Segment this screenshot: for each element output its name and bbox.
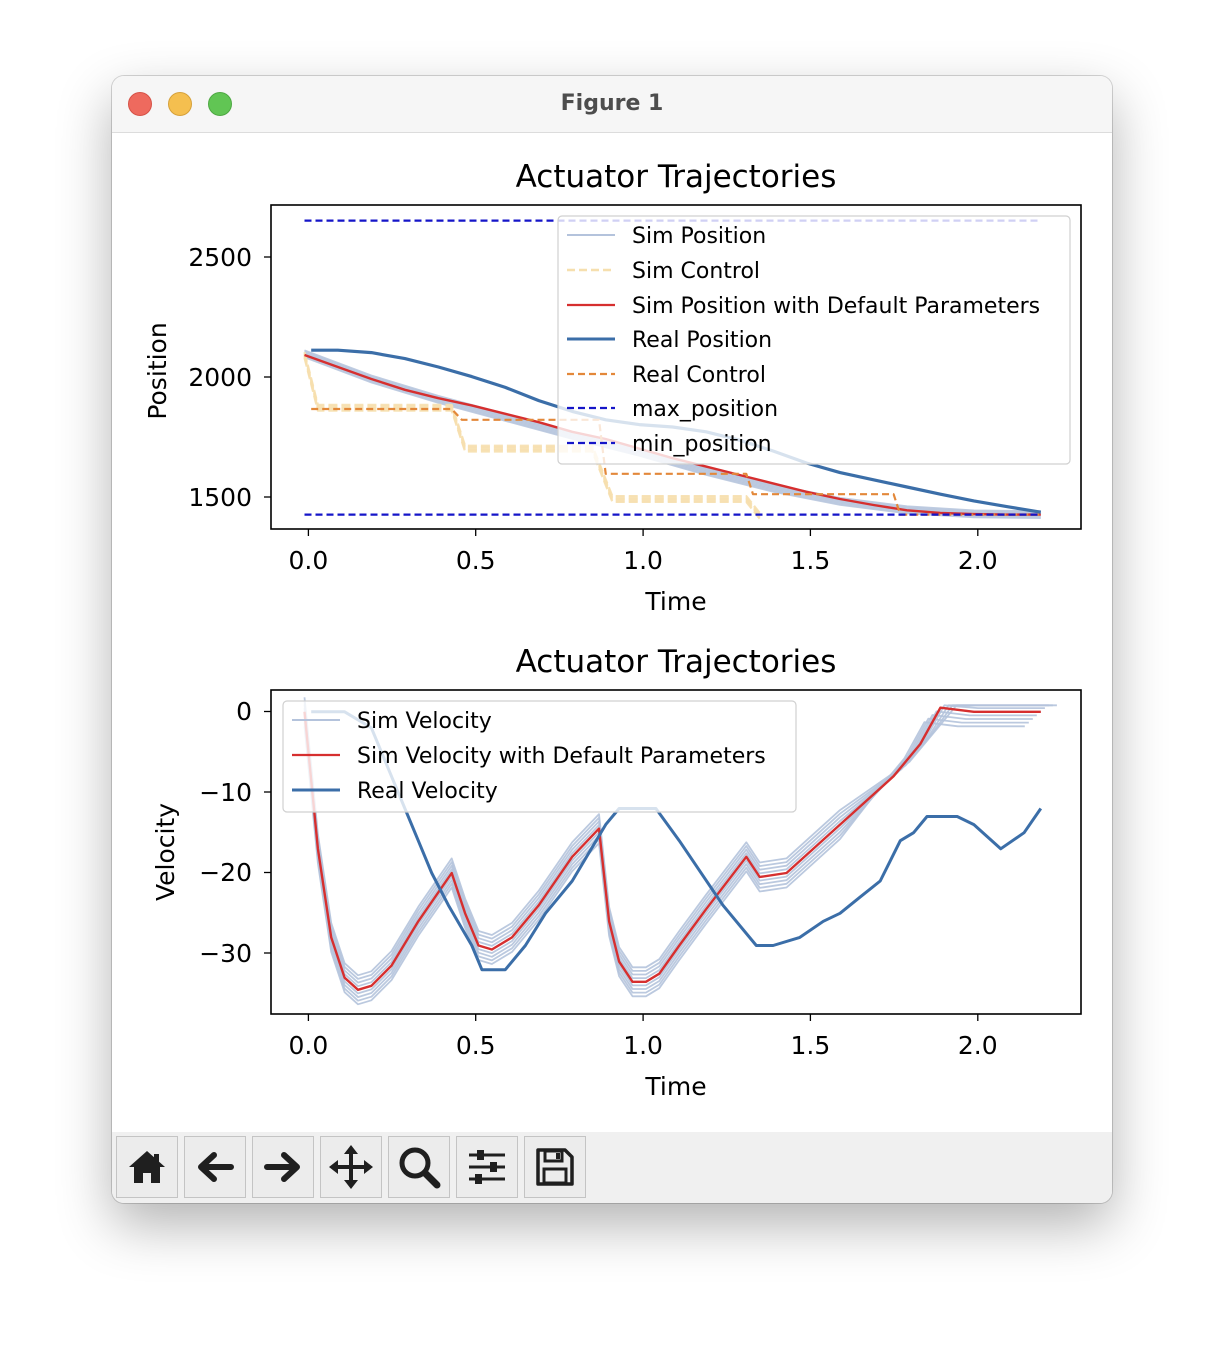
arrow-left-icon (198, 1152, 234, 1182)
move-icon (329, 1145, 373, 1189)
pan-button[interactable] (320, 1136, 382, 1198)
position-legend: Sim Position Sim Control Sim Position wi… (557, 215, 1071, 465)
sim-control-line (303, 356, 761, 518)
position-chart-title: Actuator Trajectories (516, 159, 837, 195)
real-velocity-line (311, 710, 1043, 972)
velocity-xtick-label: 1.0 (623, 1031, 663, 1060)
position-xtick-label: 0.0 (289, 546, 329, 575)
legend-label: Sim Position (632, 224, 766, 249)
position-xlabel: Time (644, 587, 706, 616)
save-button[interactable] (524, 1136, 586, 1198)
position-xtick-label: 1.5 (791, 546, 831, 575)
legend-label: Sim Position with Default Parameters (632, 294, 1040, 319)
home-button[interactable] (116, 1136, 178, 1198)
velocity-ticks: 0.0 0.5 1.0 1.5 2.0 0 −10 −20 −30 (199, 697, 997, 1060)
figure-window: Figure 1 Actuator Trajectories Position … (112, 76, 1112, 1203)
velocity-xtick-label: 0.0 (289, 1031, 329, 1060)
sim-control-line (303, 354, 761, 517)
close-button[interactable] (128, 92, 152, 116)
floppy-disk-icon (536, 1148, 574, 1186)
sim-velocity-default-line (303, 706, 1041, 991)
velocity-ytick-label: −20 (199, 858, 252, 887)
figure-svg: Actuator Trajectories Position Time 0.0 … (143, 159, 1082, 1101)
home-icon (129, 1151, 165, 1183)
arrow-right-icon (264, 1152, 300, 1182)
velocity-xlabel: Time (644, 1072, 706, 1101)
legend-label: max_position (632, 397, 778, 422)
position-ytick-label: 1500 (188, 483, 252, 512)
zoom-button[interactable] (388, 1136, 450, 1198)
legend-label: min_position (632, 432, 772, 457)
velocity-ylabel: Velocity (151, 803, 180, 901)
search-icon (399, 1147, 441, 1189)
velocity-ytick-label: −30 (199, 939, 252, 968)
position-ticks: 0.0 0.5 1.0 1.5 2.0 1500 2000 2500 (188, 243, 997, 575)
position-xtick-label: 0.5 (456, 546, 496, 575)
title-bar: Figure 1 (112, 76, 1112, 133)
velocity-ytick-label: 0 (236, 697, 252, 726)
window-title: Figure 1 (560, 91, 664, 116)
legend-label: Sim Control (632, 259, 760, 284)
minimize-button[interactable] (168, 92, 192, 116)
figure-canvas[interactable]: Actuator Trajectories Position Time 0.0 … (112, 133, 1112, 1131)
sim-control-line (303, 351, 761, 514)
position-subplot: Actuator Trajectories Position Time 0.0 … (143, 159, 1082, 616)
legend-label: Real Velocity (357, 779, 498, 804)
position-xtick-label: 2.0 (958, 546, 998, 575)
position-ytick-label: 2000 (188, 363, 252, 392)
real-control-line (311, 407, 1041, 516)
velocity-xtick-label: 0.5 (456, 1031, 496, 1060)
sliders-icon (469, 1150, 505, 1184)
forward-button[interactable] (252, 1136, 314, 1198)
velocity-plot-area (303, 697, 1057, 1006)
velocity-subplot: Actuator Trajectories Velocity Time 0.0 … (151, 644, 1082, 1101)
position-xtick-label: 1.0 (623, 546, 663, 575)
configure-subplots-button[interactable] (456, 1136, 518, 1198)
velocity-xtick-label: 2.0 (958, 1031, 998, 1060)
velocity-chart-title: Actuator Trajectories (516, 644, 837, 680)
sim-control-line (303, 353, 761, 516)
velocity-legend: Sim Velocity Sim Velocity with Default P… (282, 700, 797, 813)
position-ytick-label: 2500 (188, 243, 252, 272)
velocity-xtick-label: 1.5 (791, 1031, 831, 1060)
back-button[interactable] (184, 1136, 246, 1198)
velocity-ytick-label: −10 (199, 778, 252, 807)
legend-label: Sim Velocity (357, 709, 492, 734)
sim-velocity-line (303, 697, 1057, 977)
legend-label: Real Position (632, 328, 772, 353)
sim-control-line (303, 357, 761, 520)
position-ylabel: Position (143, 322, 172, 419)
zoom-window-button[interactable] (208, 92, 232, 116)
legend-label: Real Control (632, 363, 766, 388)
legend-label: Sim Velocity with Default Parameters (357, 744, 766, 769)
navigation-toolbar (112, 1132, 1112, 1203)
